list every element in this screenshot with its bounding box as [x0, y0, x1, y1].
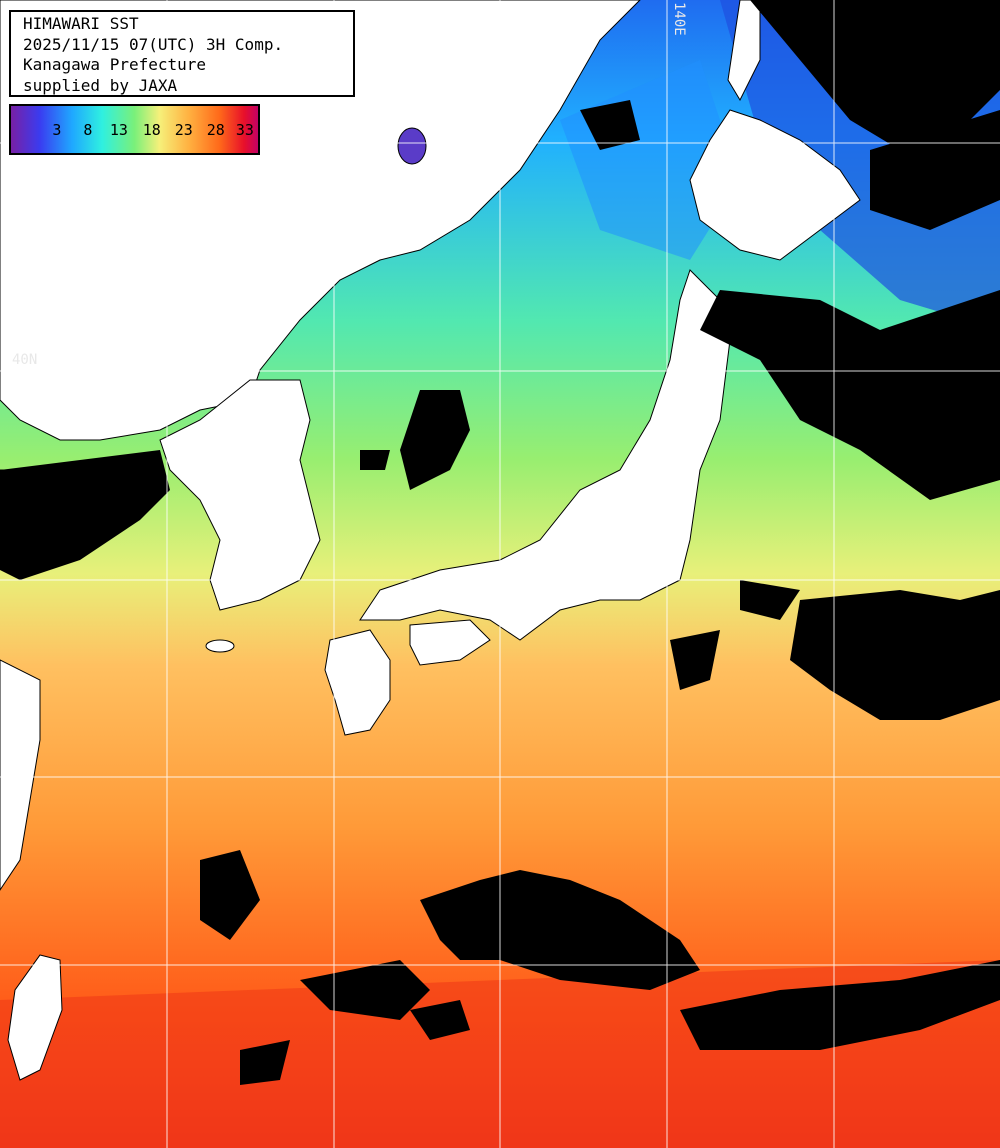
cloud-south-east	[680, 960, 1000, 1050]
info-box: HIMAWARI SST 2025/11/15 07(UTC) 3H Comp.…	[9, 10, 355, 97]
legend-tick: 13	[109, 120, 128, 139]
legend-tick: 18	[142, 120, 161, 139]
legend-colorbar	[10, 105, 259, 154]
cloud-small-south-west	[240, 1040, 290, 1085]
lake-khanka	[397, 127, 427, 165]
shikoku	[409, 619, 491, 666]
cloud-east-1	[740, 580, 800, 620]
legend-tick: 33	[235, 120, 254, 139]
latitude-label: 40N	[12, 352, 38, 368]
taiwan	[7, 954, 63, 1081]
legend-tick: 23	[174, 120, 193, 139]
cloud-east-2	[790, 590, 1000, 720]
legend-tick: 3	[52, 120, 62, 139]
credit: supplied by JAXA	[23, 75, 178, 95]
cloud-small-sea	[360, 450, 390, 470]
cloud-east-3	[670, 630, 720, 690]
cloud-north-east	[750, 0, 1000, 150]
kyushu	[324, 629, 391, 736]
cloud-yellow-sea	[0, 450, 170, 580]
legend-tick: 28	[206, 120, 225, 139]
cloud-east-china-sea	[200, 850, 260, 940]
cloud-kurils	[870, 110, 1000, 230]
datetime: 2025/11/15 07(UTC) 3H Comp.	[23, 34, 284, 54]
china-coast-south	[0, 659, 41, 891]
jeju-island	[205, 639, 235, 653]
honshu	[359, 269, 731, 641]
hokkaido	[689, 109, 861, 261]
sakhalin	[727, 0, 761, 102]
clouds	[0, 0, 1000, 1085]
cloud-sea-of-japan	[400, 390, 470, 490]
cloud-small-north	[580, 100, 640, 150]
cloud-small-south	[410, 1000, 470, 1040]
cloud-pacific-north	[700, 290, 1000, 500]
cloud-south-central	[420, 870, 700, 990]
region: Kanagawa Prefecture	[23, 55, 207, 74]
legend-tick: 8	[83, 120, 93, 139]
korean-peninsula	[159, 379, 321, 611]
cloud-south-west	[300, 960, 430, 1020]
longitude-label: 140E	[671, 2, 687, 36]
legend: 3 8 13 18 23 28 33	[9, 104, 260, 155]
title: HIMAWARI SST	[23, 14, 139, 33]
